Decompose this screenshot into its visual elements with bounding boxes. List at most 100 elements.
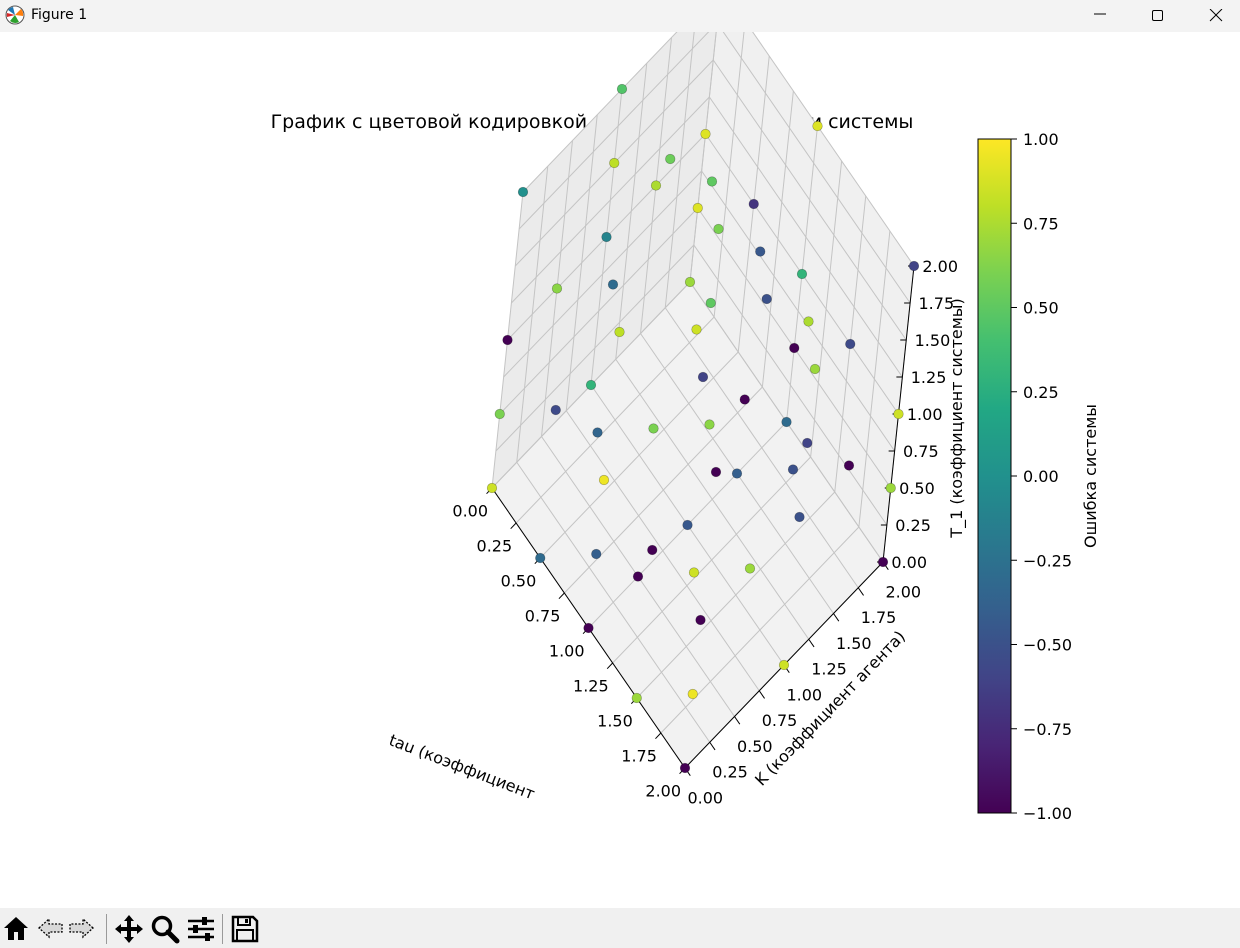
y-tick-mark (833, 613, 840, 622)
maximize-icon (1152, 10, 1163, 21)
figure-canvas[interactable]: График с цветовой кодировкой максимально… (0, 32, 1240, 908)
gridline (615, 63, 648, 360)
minimize-button[interactable] (1071, 0, 1129, 32)
scatter-point (812, 120, 823, 132)
x-tick-mark (558, 592, 565, 600)
scatter-point (614, 326, 625, 338)
scatter-point (687, 688, 698, 700)
x-tick-mark (510, 522, 517, 530)
scatter-point (688, 567, 700, 578)
scatter-point (803, 316, 814, 327)
y-tick-mark (734, 716, 741, 725)
z-tick-label: 2.00 (922, 257, 958, 276)
forward-button[interactable] (68, 914, 100, 946)
scatter-point (893, 408, 904, 420)
x-tick-label: 2.00 (645, 782, 681, 801)
scatter-point (761, 293, 772, 305)
gridline (664, 307, 859, 589)
floppy-disk-icon (231, 915, 259, 943)
x-tick-label: 1.50 (597, 712, 633, 731)
z-tick-label: 1.00 (907, 405, 943, 424)
matplotlib-logo-icon (5, 5, 25, 25)
scatter-point (739, 394, 750, 405)
home-icon (4, 917, 28, 940)
z-tick-label: 0.50 (899, 479, 935, 498)
scatter-point (609, 157, 620, 169)
gridline (636, 491, 836, 699)
x-axis-label: tau (коэффициент (386, 730, 537, 803)
scatter-point (781, 416, 792, 428)
colorbar: 1.00 0.75 0.50 0.25 0.00 −0.25 −0.50 −0.75 −1.00… (977, 130, 1100, 823)
toolbar-separator (222, 914, 223, 944)
scatter-point (877, 556, 889, 568)
scatter-point (598, 474, 610, 486)
scatter-point (755, 246, 766, 257)
pan-button[interactable] (114, 914, 146, 946)
scatter-point (650, 180, 662, 191)
x-tick-mark (606, 662, 613, 670)
scatter-point (796, 268, 808, 280)
gridline (708, 96, 903, 378)
colorbar-tick-label: 0.25 (1023, 383, 1059, 402)
scatter-point (648, 423, 659, 434)
scatter-point (748, 198, 759, 210)
y-tick-label: 0.75 (762, 711, 798, 730)
magnifier-icon (151, 915, 180, 944)
scatter-point (631, 692, 642, 704)
z-tick-label: 0.25 (895, 516, 931, 535)
move-icon (115, 915, 143, 943)
y-tick-label: 0.00 (687, 788, 723, 807)
scatter-point (845, 338, 856, 350)
y-tick-label: 2.00 (885, 582, 921, 601)
zoom-button[interactable] (150, 914, 182, 946)
scatter-point (794, 511, 805, 523)
close-button[interactable] (1187, 0, 1240, 32)
y-tick-mark (808, 638, 815, 648)
scatter-point (710, 466, 722, 478)
colorbar-tick-label: 0.50 (1023, 299, 1059, 318)
colorbar-tick-label: −1.00 (1023, 804, 1072, 823)
configure-subplots-button[interactable] (186, 914, 218, 946)
scatter-point (704, 419, 715, 430)
scatter-point (592, 427, 603, 438)
scatter-point (705, 297, 716, 309)
scatter-point (885, 482, 896, 494)
y-tick-label: 0.50 (737, 737, 773, 756)
scatter-point (713, 223, 724, 235)
minimize-icon (1094, 13, 1106, 15)
scatter-point (591, 548, 602, 560)
navigation-toolbar (0, 908, 1240, 948)
back-arrow-icon (38, 917, 63, 939)
maximize-button[interactable] (1129, 0, 1187, 32)
scatter-point (692, 202, 703, 214)
scatter-point (494, 408, 505, 420)
save-button[interactable] (230, 914, 262, 946)
scatter-point (789, 342, 800, 354)
forward-arrow-icon (69, 917, 94, 939)
x-tick-label: 0.75 (525, 607, 561, 626)
y-tick-label: 1.00 (786, 685, 822, 704)
y-tick-label: 1.25 (811, 660, 847, 679)
colorbar-tick-label: 0.75 (1023, 214, 1059, 233)
sliders-icon (188, 917, 214, 941)
scatter-point (607, 279, 619, 290)
colorbar-tick-label: 0.00 (1023, 467, 1059, 486)
back-pane (690, 32, 914, 562)
x-tick-label: 0.00 (452, 502, 488, 521)
back-button[interactable] (36, 914, 68, 946)
home-button[interactable] (2, 914, 34, 946)
scatter-point (502, 334, 513, 346)
gridline (660, 526, 860, 734)
axes-3d: 0.00 0.25 0.50 0.75 1.00 1.25 1.50 1.75 2.00 0.00… (386, 32, 967, 807)
scatter-point (551, 283, 563, 294)
z-tick-label: 1.75 (919, 294, 955, 313)
colorbar-tick-label: −0.50 (1023, 636, 1072, 655)
scatter-point (787, 464, 799, 475)
z-tick-label: 1.50 (915, 331, 951, 350)
z-tick-label: 0.00 (891, 553, 927, 572)
close-icon (1209, 9, 1223, 22)
colorbar-label: Ошибка системы (1081, 404, 1100, 548)
window-titlebar: Figure 1 (0, 0, 1240, 32)
gridline (712, 59, 907, 341)
gridline (615, 358, 810, 640)
